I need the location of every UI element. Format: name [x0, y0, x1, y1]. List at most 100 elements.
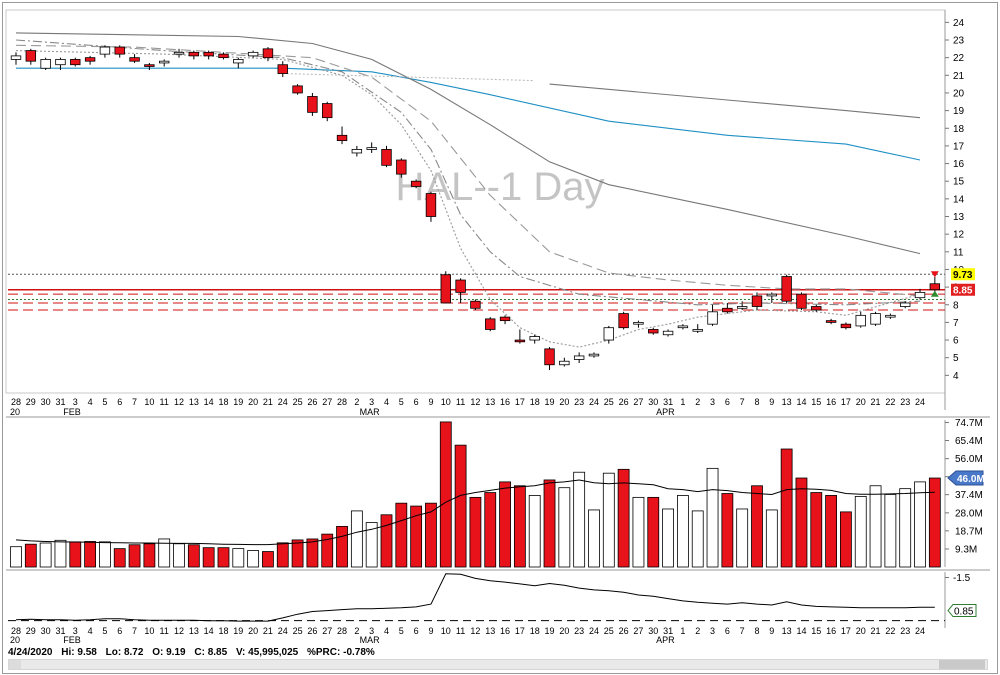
volume-bar[interactable] — [291, 539, 304, 568]
volume-bar[interactable] — [795, 477, 808, 568]
volume-bar[interactable] — [588, 509, 600, 568]
volume-bar[interactable] — [706, 467, 719, 568]
candle[interactable] — [322, 101, 333, 122]
candle[interactable] — [588, 352, 600, 358]
volume-bar[interactable] — [143, 543, 156, 568]
volume-bar[interactable] — [662, 508, 674, 568]
volume-bar[interactable] — [217, 547, 230, 568]
volume-bar[interactable] — [380, 514, 393, 568]
volume-bar[interactable] — [39, 542, 52, 568]
volume-bar[interactable] — [914, 481, 926, 568]
candle[interactable] — [514, 329, 526, 344]
volume-bar[interactable] — [454, 444, 467, 568]
volume-bar[interactable] — [647, 496, 660, 568]
volume-bar[interactable] — [84, 541, 96, 568]
candle[interactable] — [766, 292, 778, 303]
candle[interactable] — [781, 274, 792, 303]
volume-bar[interactable] — [158, 538, 171, 568]
volume-bar[interactable] — [840, 511, 852, 568]
candle[interactable] — [381, 145, 392, 168]
candle[interactable] — [440, 271, 451, 304]
candle[interactable] — [662, 329, 674, 337]
candle[interactable] — [114, 45, 125, 58]
candle[interactable] — [455, 278, 466, 303]
candle[interactable] — [603, 325, 615, 344]
volume-bar[interactable] — [810, 492, 823, 568]
volume-bar[interactable] — [632, 496, 645, 568]
volume-bar[interactable] — [395, 502, 408, 568]
candle[interactable] — [425, 191, 437, 222]
volume-bar[interactable] — [54, 539, 67, 568]
volume-bar[interactable] — [262, 551, 274, 568]
volume-bar[interactable] — [765, 509, 778, 568]
volume-bar[interactable] — [780, 448, 793, 568]
candle[interactable] — [485, 317, 496, 332]
candle[interactable] — [825, 318, 837, 325]
volume-bar[interactable] — [513, 485, 526, 568]
volume-bar[interactable] — [558, 487, 571, 568]
volume-bar[interactable] — [528, 495, 541, 568]
volume-bar[interactable] — [173, 543, 185, 568]
candle[interactable] — [529, 334, 540, 344]
volume-bar[interactable] — [854, 496, 867, 568]
candle[interactable] — [870, 311, 881, 326]
candle[interactable] — [84, 55, 96, 65]
volume-bar[interactable] — [499, 481, 511, 568]
volume-bar[interactable] — [617, 468, 630, 568]
candle[interactable] — [559, 357, 570, 367]
candle[interactable] — [499, 315, 511, 325]
candle[interactable] — [173, 48, 185, 58]
candle[interactable] — [796, 292, 807, 311]
volume-bar[interactable] — [336, 525, 348, 568]
candle[interactable] — [233, 57, 244, 69]
candle[interactable] — [722, 302, 733, 314]
candle[interactable] — [736, 301, 748, 311]
candle[interactable] — [351, 145, 363, 157]
candle[interactable] — [70, 57, 81, 67]
candle[interactable] — [885, 313, 896, 319]
volume-bar[interactable] — [736, 508, 749, 568]
volume-bar[interactable] — [410, 505, 423, 568]
candle[interactable] — [366, 142, 377, 153]
horizontal-scrollbar[interactable] — [8, 659, 988, 670]
volume-bar[interactable] — [751, 485, 763, 568]
volume-bar[interactable] — [10, 546, 22, 568]
volume-bar[interactable] — [691, 510, 704, 568]
volume-bar[interactable] — [232, 548, 245, 568]
volume-bar[interactable] — [543, 479, 556, 568]
volume-bar[interactable] — [128, 544, 141, 568]
candle[interactable] — [10, 52, 22, 65]
volume-bar[interactable] — [869, 485, 882, 568]
candle[interactable] — [25, 48, 37, 65]
candle[interactable] — [40, 57, 51, 71]
candle[interactable] — [544, 347, 555, 371]
candle[interactable] — [692, 324, 703, 333]
candle[interactable] — [751, 292, 763, 311]
volume-bar[interactable] — [365, 522, 378, 568]
candle[interactable] — [144, 62, 155, 71]
volume-bar[interactable] — [306, 538, 319, 568]
candle[interactable] — [811, 304, 822, 312]
candle[interactable] — [929, 276, 941, 293]
volume-bar[interactable] — [602, 472, 615, 568]
scroll-left-button[interactable] — [9, 660, 21, 669]
candle[interactable] — [247, 50, 259, 58]
candle[interactable] — [573, 352, 585, 363]
candle[interactable] — [396, 158, 407, 178]
candle[interactable] — [292, 84, 303, 95]
volume-bar[interactable] — [99, 541, 111, 568]
candle[interactable] — [855, 311, 866, 328]
candle[interactable] — [410, 179, 422, 189]
volume-bar[interactable] — [899, 488, 912, 568]
volume-panel[interactable]: 74.7M65.4M56.0M46.7M37.4M28.0M18.7M9.3M4… — [6, 416, 990, 568]
volume-bar[interactable] — [825, 495, 837, 568]
price-panel[interactable]: HAL--1 Day456789101112131415161718192021… — [5, 9, 975, 417]
volume-bar[interactable] — [928, 477, 941, 568]
candle[interactable] — [900, 301, 911, 309]
candle[interactable] — [840, 322, 852, 330]
volume-bar[interactable] — [721, 493, 734, 568]
scroll-thumb[interactable] — [939, 660, 985, 669]
volume-bar[interactable] — [573, 471, 586, 568]
volume-bar[interactable] — [469, 496, 482, 568]
